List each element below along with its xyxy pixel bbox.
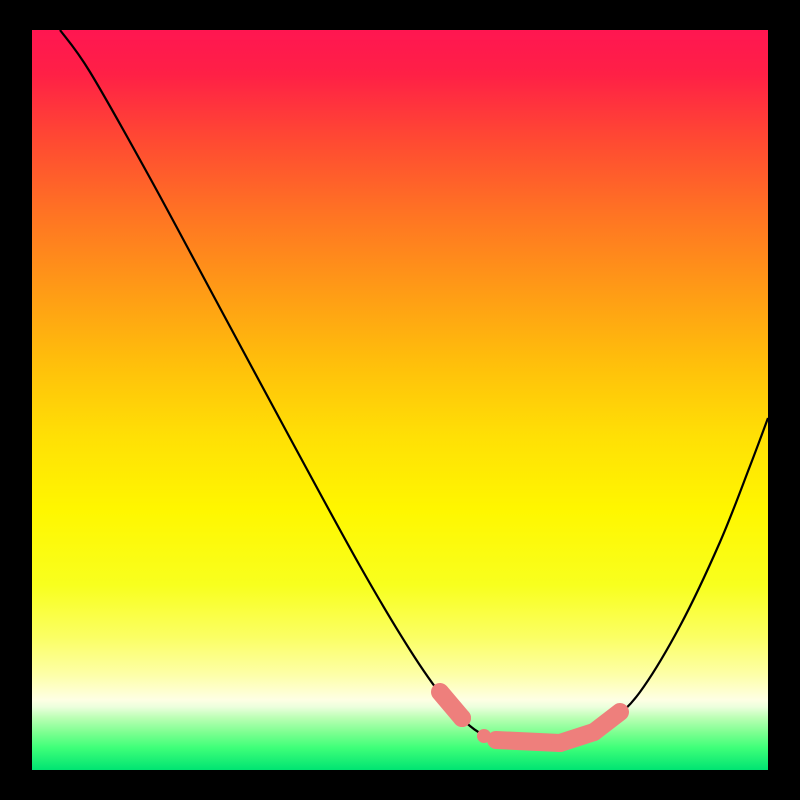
bottleneck-chart xyxy=(0,0,800,800)
gradient-background xyxy=(32,30,768,770)
frame-border xyxy=(0,0,800,30)
frame-border xyxy=(0,0,32,800)
frame-border xyxy=(0,770,800,800)
frame-border xyxy=(768,0,800,800)
